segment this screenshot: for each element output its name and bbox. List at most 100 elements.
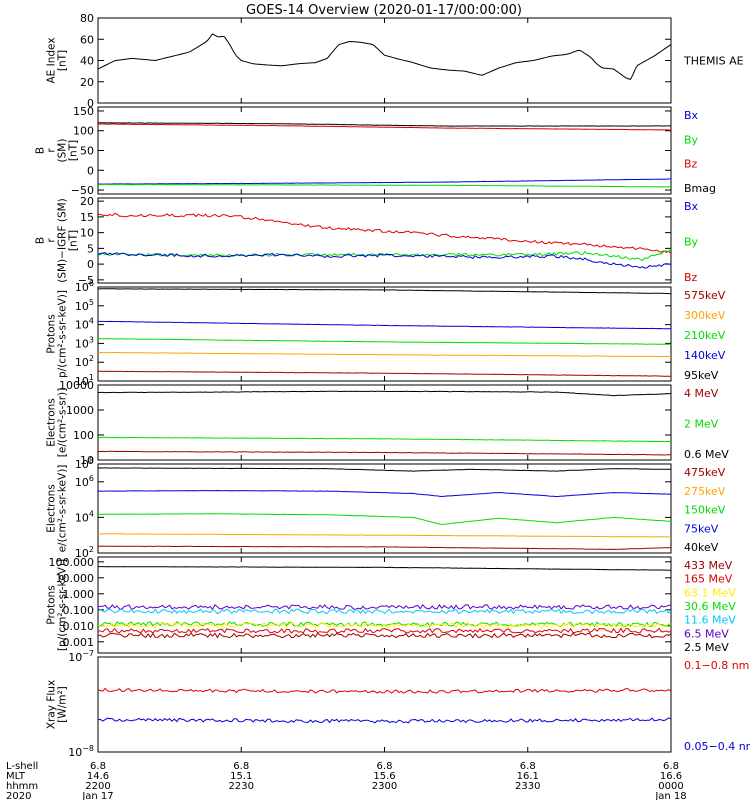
series-line-black	[97, 467, 672, 472]
y-tick-label: 10000	[59, 379, 94, 392]
y-tick-label: 105	[75, 298, 94, 313]
x-tick-mlt: 16.1	[517, 771, 539, 782]
x-tick-lshell: 6.8	[90, 761, 106, 772]
y-tick-label: 10	[80, 454, 94, 467]
panel-frame	[97, 556, 672, 654]
y-axis-label: Xray Flux[W/m²]	[46, 680, 69, 729]
y-axis-label-line: [W/m²]	[57, 686, 69, 723]
legend-label: Bz	[684, 158, 698, 171]
panel-2: −50 0 50 100 150 Br(SM)[nT] Bx By Bz Bmag	[35, 105, 717, 197]
series-line-blue	[97, 717, 672, 724]
y-axis-label-line: p/(cm²-s-sr-keV)]	[57, 290, 69, 378]
panel-8: 10−8 10−7 Xray Flux[W/m²] 0.1−0.8 nm 0.05−0.…	[46, 649, 750, 759]
series-line-cyan	[97, 608, 672, 615]
y-tick-label: 60	[80, 33, 94, 46]
series-line-black	[97, 33, 672, 81]
y-tick-label: 103	[75, 335, 94, 350]
y-tick-exponent: 2	[89, 545, 94, 554]
series-line-red	[97, 212, 672, 255]
series-line-black	[97, 122, 672, 127]
x-tick-mlt: 14.6	[87, 771, 109, 782]
y-axis-label: Electronse/(cm²-s-sr-keV)]	[46, 465, 69, 553]
y-tick-label: 1000	[66, 404, 94, 417]
x-tick-hhmm: 2230	[229, 781, 254, 792]
x-row-label: L-shell	[6, 761, 38, 772]
y-tick-exponent: 6	[89, 279, 94, 288]
x-tick-hhmm: 2300	[372, 781, 397, 792]
legend-label: 0.6 MeV	[684, 448, 729, 461]
y-tick-label: 104	[75, 317, 94, 332]
legend-label: By	[684, 236, 699, 249]
legend-label: 30.6 MeV	[684, 600, 736, 613]
legend-label: 0.05−0.4 nm	[684, 740, 750, 753]
x-tick-mlt: 15.1	[230, 771, 252, 782]
x-tick-lshell: 6.8	[520, 761, 536, 772]
x-tick-hhmm: 0000	[658, 781, 683, 792]
legend-label: 6.5 MeV	[684, 627, 729, 640]
y-axis-label: AE Index[nT]	[46, 37, 69, 83]
legend-label: 11.6 MeV	[684, 614, 736, 627]
y-tick-label: 1.000	[63, 588, 95, 601]
legend-label: 575keV	[684, 289, 726, 302]
legend-label: 95keV	[684, 369, 719, 382]
panel-4: 101102103104105106Protonsp/(cm²-s-sr-keV…	[46, 279, 726, 388]
legend-label: 300keV	[684, 309, 726, 322]
legend-label: 140keV	[684, 349, 726, 362]
y-tick-exponent: 6	[89, 474, 94, 483]
legend-label: 2 MeV	[684, 418, 719, 431]
y-tick-label: 10.000	[56, 572, 95, 585]
x-tick-lshell: 6.8	[377, 761, 393, 772]
y-axis-label-line: [nT]	[68, 140, 80, 161]
panel-frame	[97, 197, 672, 284]
x-tick-mlt: 16.6	[660, 771, 682, 782]
series-line-orange	[97, 351, 672, 358]
y-axis-label-line: [nT]	[57, 50, 69, 71]
legend-label: 210keV	[684, 329, 726, 342]
panel-frame	[97, 463, 672, 554]
series-line-black	[98, 288, 671, 295]
y-axis-label-line: [nT]	[68, 230, 80, 251]
panel-1: 0 20 40 60 80 AE Index[nT] THEMIS AE	[46, 12, 744, 110]
y-axis-label-line: AE Index	[46, 37, 58, 83]
y-tick-exponent: 1	[89, 373, 94, 382]
y-axis-label: Br(SM)−IGRF (SM)[nT]	[35, 198, 80, 283]
y-axis-label-line: B	[35, 147, 47, 154]
y-tick-exponent: 5	[89, 298, 94, 307]
series-line-red	[97, 627, 672, 634]
y-axis-label: Protonsp/(cm²-s-sr-keV)]	[46, 290, 69, 378]
y-tick-exponent: 8	[89, 456, 94, 465]
legend-label: 4 MeV	[684, 387, 719, 400]
panel-7: 0.0010.0100.1001.00010.000100.000Protons…	[46, 556, 737, 654]
series-line-blue	[97, 178, 672, 185]
y-axis-label: Protons[p/(cm²-s-sr-keV)]	[46, 559, 69, 651]
y-tick-label: 0	[87, 97, 94, 110]
legend-label: Bmag	[684, 182, 716, 195]
panel-frame	[97, 17, 672, 104]
y-axis-label-line: r	[46, 238, 58, 243]
y-tick-label: 15	[80, 211, 94, 224]
legend-label: 63.1 MeV	[684, 586, 736, 599]
y-axis-label-line: Protons	[46, 585, 58, 624]
y-tick-label: 80	[80, 12, 94, 25]
legend-label: 0.1−0.8 nm	[684, 659, 749, 672]
series-line-green	[97, 436, 672, 443]
y-tick-label: 104	[75, 509, 94, 524]
series-line-green	[98, 338, 672, 345]
y-tick-label: 106	[75, 279, 94, 294]
panel-frame	[97, 384, 672, 461]
y-tick-label: 10−8	[68, 744, 94, 759]
y-tick-label: 40	[80, 55, 94, 68]
legend-label: By	[684, 133, 699, 146]
series-line-black	[97, 390, 672, 397]
x-tick-hhmm: 2200	[85, 781, 110, 792]
y-tick-exponent: −8	[82, 744, 94, 753]
y-axis-label-line: B	[35, 237, 47, 244]
y-tick-label: 108	[75, 456, 94, 471]
y-tick-label: −5	[78, 274, 94, 287]
legend-label: 150keV	[684, 504, 726, 517]
y-axis-label-line: (SM)	[57, 139, 69, 163]
y-tick-exponent: 2	[89, 354, 94, 363]
